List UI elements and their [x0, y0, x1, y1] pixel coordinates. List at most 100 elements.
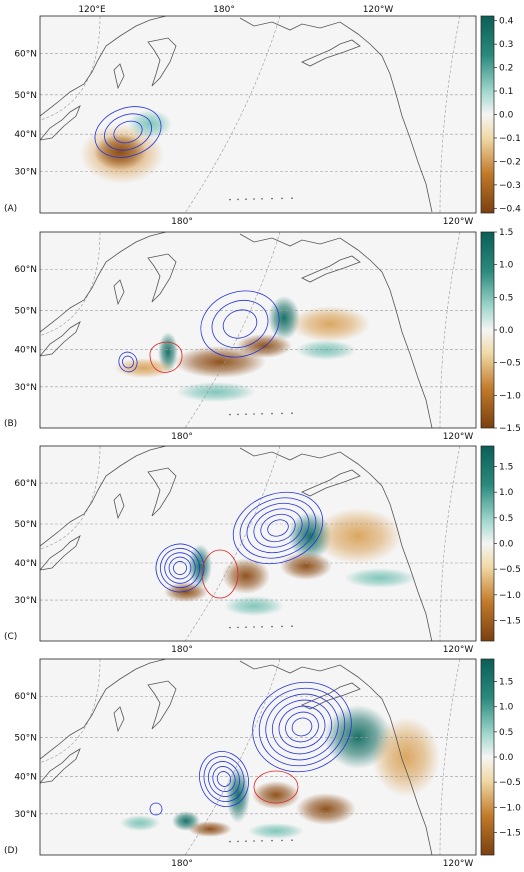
contour-positive	[265, 693, 339, 761]
field-shading	[188, 544, 212, 588]
latitude-label: 60°N	[14, 49, 37, 59]
aleutian-island	[271, 412, 273, 415]
latitude-label: 30°N	[14, 383, 37, 393]
colorbar-strip	[480, 231, 495, 429]
contour-positive	[260, 513, 296, 543]
colorbar-tick-label: −0.5	[499, 565, 521, 575]
aleutian-island	[291, 625, 293, 627]
coastline-japan	[40, 105, 81, 141]
colorbar-tick-label: 0.5	[499, 514, 513, 524]
coastline-kamchatka	[147, 680, 177, 730]
contour-negative	[201, 549, 239, 599]
longitude-gridline	[184, 659, 281, 855]
latitude-label: 60°N	[14, 692, 37, 702]
latitude-label: 50°N	[14, 733, 37, 743]
colorbar-tick-label: 1.0	[499, 261, 514, 271]
coastline-alaska-peninsula	[301, 469, 361, 497]
contour-positive	[211, 300, 269, 348]
field-shading	[290, 306, 370, 342]
coastline-north-america	[239, 660, 433, 855]
coastline-japan	[40, 535, 81, 571]
field-shading	[114, 358, 174, 378]
coastline-north-america	[239, 447, 433, 641]
coastline-asia	[40, 446, 167, 547]
aleutian-island	[253, 626, 255, 628]
field-shading	[280, 552, 332, 580]
contour-positive	[203, 756, 245, 802]
latitude-label: 50°N	[14, 91, 37, 101]
top-longitude-label: 120°E	[78, 5, 106, 15]
colorbar-tick-label: 0.2	[499, 64, 513, 74]
aleutian-island	[291, 839, 293, 841]
aleutian-island	[229, 413, 231, 416]
field-shading	[296, 340, 356, 360]
contour-positive	[113, 120, 143, 144]
latitude-label: 30°N	[14, 596, 37, 606]
map-background	[40, 232, 476, 428]
contour-positive	[104, 113, 152, 151]
contour-positive	[285, 711, 319, 743]
panel-label: (A)	[4, 204, 17, 214]
colorbar: 1.5 1.0 0.5 0.0 −0.5 −1.0 −1.5	[480, 228, 521, 434]
colorbar-tick-label: 1.5	[499, 678, 513, 688]
contour-positive	[212, 766, 236, 792]
field-shading	[252, 781, 300, 809]
contour-positive	[155, 543, 205, 593]
aleutian-island	[281, 625, 283, 628]
coastline-alaska-peninsula	[301, 255, 361, 283]
map-frame	[39, 445, 477, 642]
contour-positive	[239, 497, 317, 559]
colorbar: 1.5 1.0 0.5 0.0 −0.5 −1.0 −1.5	[480, 658, 521, 856]
colorbar-strip	[480, 15, 495, 214]
colorbar-tick-label: −1.0	[499, 391, 521, 401]
colorbar-tick-label: −1.5	[499, 424, 521, 434]
contour-positive	[159, 547, 201, 589]
colorbar-tick-label: −1.5	[499, 828, 521, 838]
colorbar-strip	[480, 658, 495, 856]
panel-label: (C)	[4, 632, 17, 642]
contour-positive	[122, 355, 134, 369]
field-shading	[222, 558, 270, 594]
coastline-sakhalin	[113, 493, 125, 520]
contour-positive	[232, 491, 324, 565]
aleutian-island	[281, 197, 283, 200]
coastline-alaska-peninsula	[301, 682, 361, 710]
field-shading	[372, 717, 440, 797]
map-panel-d: 180° 120°W 60°N 50°N 40°N 30°N (D) 1.5 1.0 0.5 0.0…	[4, 658, 521, 869]
coastline-kamchatka	[147, 37, 177, 87]
aleutian-island	[245, 198, 247, 200]
colorbar-tick-label: 0.0	[499, 111, 514, 121]
colorbar-tick-label: 1.5	[499, 463, 513, 473]
bottom-longitude-label: 120°W	[443, 432, 474, 442]
aleutian-island	[229, 626, 231, 629]
colorbar-tick-label: −1.5	[499, 616, 521, 626]
aleutian-island	[291, 197, 293, 199]
longitude-gridline	[184, 446, 281, 641]
colorbar-tick-label: 0.0	[499, 540, 514, 550]
field-shading	[248, 823, 304, 839]
bottom-longitude-label: 120°W	[443, 859, 474, 869]
coastline-asia	[40, 232, 167, 333]
field-shading	[296, 793, 356, 825]
field-shading	[120, 815, 160, 831]
coastline-sakhalin	[113, 279, 125, 306]
colorbar-tick-label: −0.2	[499, 157, 521, 167]
field-shading	[224, 596, 284, 616]
aleutian-island	[253, 198, 255, 200]
colorbar-tick-label: −0.4	[499, 204, 521, 214]
colorbar: 0.4 0.3 0.2 0.1 0.0 −0.1 −0.2 −0.3 −0.4	[480, 15, 521, 214]
colorbar-tick-label: −0.3	[499, 181, 521, 191]
latitude-label: 30°N	[14, 168, 37, 178]
coastline-sakhalin	[113, 63, 125, 90]
colorbar-tick-label: 0.0	[499, 753, 514, 763]
colorbar-tick-label: 0.5	[499, 728, 513, 738]
aleutian-island	[271, 197, 273, 200]
map-frame	[39, 231, 477, 429]
map-background	[40, 16, 476, 213]
field-shading	[176, 382, 256, 402]
contour-negative	[149, 341, 183, 373]
colorbar-tick-label: 1.5	[499, 228, 513, 238]
contour-positive	[168, 556, 192, 580]
field-shading	[174, 346, 266, 378]
panel-label: (B)	[4, 419, 17, 429]
